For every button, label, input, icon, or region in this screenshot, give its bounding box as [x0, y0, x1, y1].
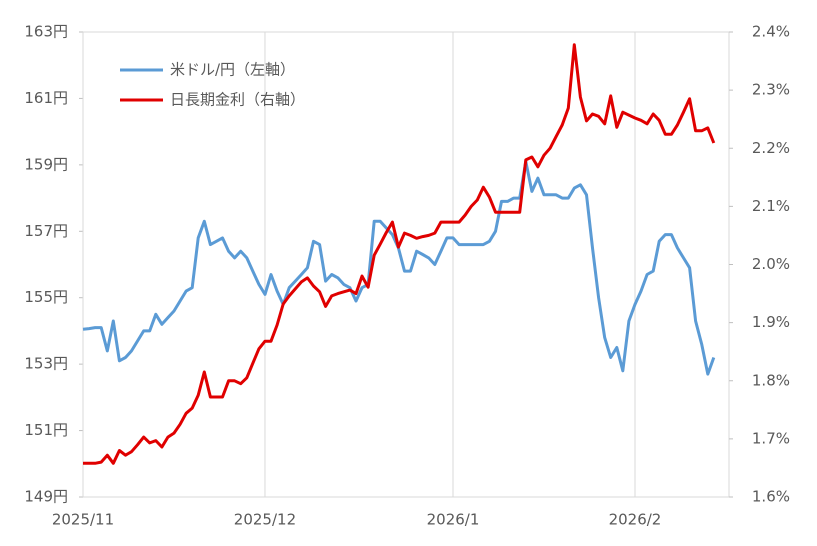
y2-tick-label: 2.0%: [752, 255, 790, 273]
y2-tick-label: 2.4%: [752, 23, 790, 41]
legend-label: 米ドル/円（左軸）: [170, 61, 295, 79]
y-tick-label: 161円: [24, 89, 68, 107]
y2-tick-label: 1.7%: [752, 429, 790, 447]
y2-tick-label: 2.3%: [752, 81, 790, 99]
y-tick-label: 153円: [24, 355, 68, 373]
x-tick-label: 2025/11: [52, 511, 114, 529]
x-tick-label: 2026/1: [427, 511, 480, 529]
y-tick-label: 163円: [24, 23, 68, 41]
series-line: [82, 160, 716, 376]
legend-label: 日長期金利（右軸）: [170, 91, 305, 109]
y-tick-label: 149円: [24, 488, 68, 506]
y2-tick-label: 2.1%: [752, 197, 790, 215]
y2-tick-label: 1.9%: [752, 313, 790, 331]
y2-tick-label: 2.2%: [752, 139, 790, 157]
x-tick-label: 2026/2: [609, 511, 662, 529]
y-tick-label: 155円: [24, 288, 68, 306]
y2-tick-label: 1.8%: [752, 371, 790, 389]
x-tick-label: 2025/12: [234, 511, 296, 529]
y-tick-label: 157円: [24, 222, 68, 240]
y-tick-label: 159円: [24, 155, 68, 173]
y-tick-label: 151円: [24, 421, 68, 439]
y2-tick-label: 1.6%: [752, 488, 790, 506]
series-line: [83, 43, 716, 465]
